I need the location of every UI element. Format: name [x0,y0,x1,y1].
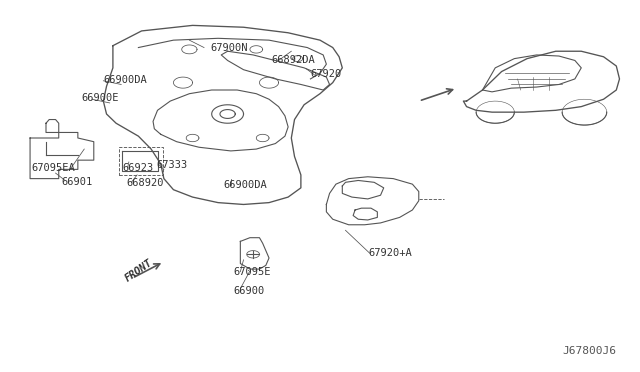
Text: 67920+A: 67920+A [368,248,412,258]
Text: 67095EA: 67095EA [32,163,76,173]
Text: 66900DA: 66900DA [103,75,147,85]
Text: 66900DA: 66900DA [223,180,267,190]
Text: 66900E: 66900E [81,93,119,103]
Text: 66900: 66900 [233,286,264,296]
Text: J67800J6: J67800J6 [563,346,616,356]
Text: 66901: 66901 [61,177,92,187]
Text: 67900N: 67900N [211,42,248,52]
Bar [119,147,163,175]
Text: 66892DA: 66892DA [271,55,315,65]
Text: 66923: 66923 [122,163,154,173]
Text: 67095E: 67095E [233,267,271,277]
Text: 67920: 67920 [311,70,342,80]
Text: 668920: 668920 [126,178,163,188]
Text: FRONT: FRONT [123,258,154,284]
Text: 67333: 67333 [157,160,188,170]
